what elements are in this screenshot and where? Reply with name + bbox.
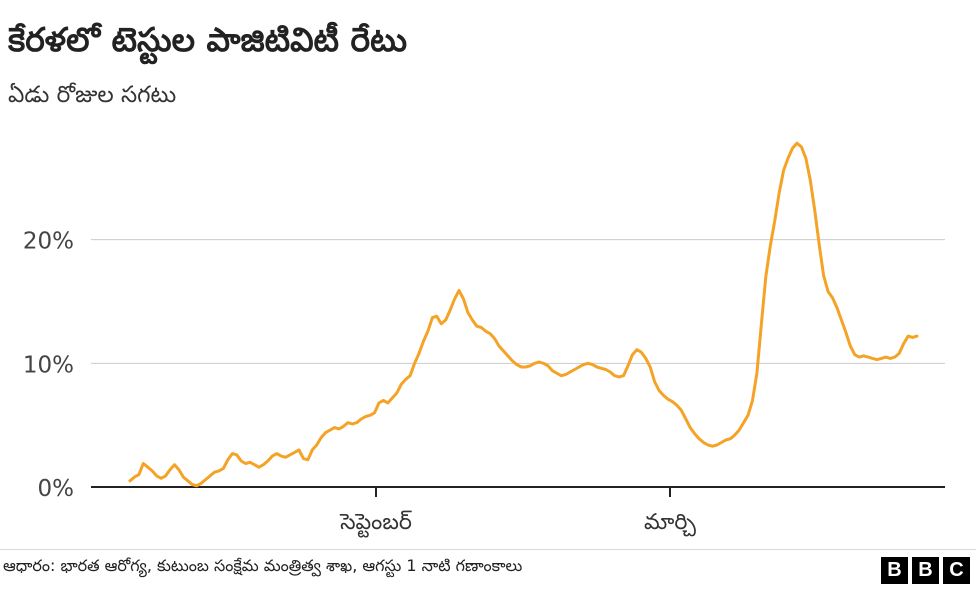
bbc-logo-letter: B [881, 557, 908, 584]
y-tick-label: 20% [23, 229, 74, 255]
y-tick-label: 10% [23, 352, 74, 378]
grid-lines [91, 239, 945, 364]
bbc-logo-letter: C [943, 557, 970, 584]
source-note: ఆధారం: భారత ఆరోగ్య, కుటుంబ సంక్షేమ మంత్ర… [3, 556, 523, 575]
footer-divider [0, 549, 976, 550]
line-chart: 0% 10% 20% సెప్టెంబర్ మార్చి [23, 141, 945, 538]
x-tick-label: మార్చి [644, 510, 696, 537]
y-axis-labels: 0% 10% 20% [23, 229, 74, 502]
x-tick-label: సెప్టెంబర్ [339, 510, 412, 538]
chart-title: కేరళలో టెస్టుల పాజిటివిటీ రేటు [8, 20, 407, 59]
bbc-logo: B B C [881, 557, 970, 584]
x-axis-ticks: సెప్టెంబర్ మార్చి [339, 487, 696, 538]
bbc-logo-letter: B [912, 557, 939, 584]
series-line-positivity [128, 141, 919, 488]
chart-subtitle: ఏడు రోజుల సగటు [8, 82, 177, 108]
y-tick-label: 0% [38, 476, 75, 502]
